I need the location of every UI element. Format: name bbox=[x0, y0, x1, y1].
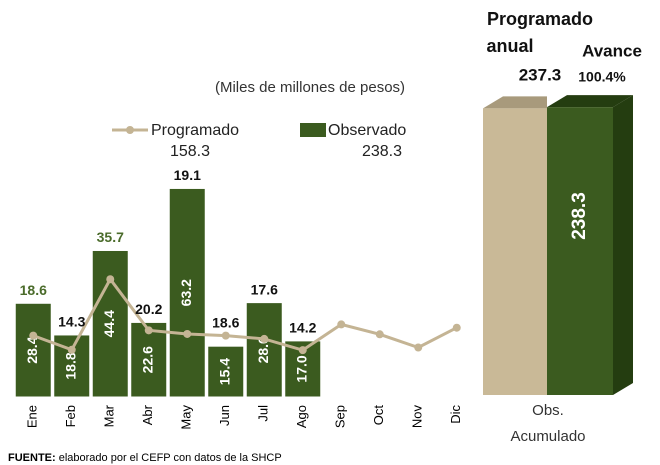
line-point bbox=[144, 326, 153, 335]
annotation-label: Avance bbox=[582, 41, 642, 60]
x-tick-label: Dic bbox=[448, 405, 463, 424]
legend-marker bbox=[126, 126, 134, 134]
line-point bbox=[260, 334, 269, 343]
bar bbox=[547, 107, 613, 395]
annotation-value: 100.4% bbox=[578, 69, 626, 85]
x-tick-label: Oct bbox=[371, 405, 386, 426]
bar-value-label: 15.4 bbox=[216, 358, 232, 385]
bar bbox=[91, 249, 129, 398]
x-tick-label-line: Acumulado bbox=[510, 428, 585, 445]
bar-top bbox=[547, 95, 633, 108]
legend-label: Programado bbox=[151, 122, 239, 139]
x-tick-label: Ago bbox=[294, 405, 309, 428]
line-value-label: 35.7 bbox=[97, 229, 124, 245]
bar-value-label: 63.2 bbox=[178, 279, 194, 306]
x-tick-label: Abr bbox=[140, 404, 155, 425]
line-value-label: 14.2 bbox=[289, 320, 316, 336]
line-point bbox=[298, 346, 307, 355]
legend-total: 238.3 bbox=[362, 143, 402, 160]
line-point bbox=[337, 320, 346, 329]
x-tick-label: Mar bbox=[102, 404, 117, 427]
bar bbox=[245, 302, 283, 398]
x-tick-label: Feb bbox=[63, 405, 78, 427]
x-tick-label: May bbox=[179, 405, 194, 430]
series-name: Programado anual bbox=[486, 9, 593, 56]
line-point bbox=[106, 275, 115, 284]
line-point bbox=[375, 330, 384, 339]
legend-total: 158.3 bbox=[170, 143, 210, 160]
bar-value-label: 28.4 bbox=[24, 336, 40, 363]
bar-value-label: 238.3 bbox=[569, 192, 590, 240]
line-value-label: 18.6 bbox=[212, 314, 239, 330]
bar-value-label: 17.0 bbox=[293, 355, 309, 382]
series-name-line: Programado bbox=[487, 9, 593, 29]
line bbox=[32, 276, 458, 352]
x-tick-label: Ene bbox=[25, 405, 40, 428]
line-value-label: 14.3 bbox=[58, 314, 85, 330]
source-label: FUENTE: bbox=[8, 452, 56, 464]
line-point bbox=[29, 331, 38, 340]
line-point bbox=[183, 329, 192, 338]
line-value-label: 20.2 bbox=[135, 301, 162, 317]
legend-label: Observado bbox=[328, 122, 406, 139]
bar bbox=[14, 302, 52, 398]
bar-value-label: 22.6 bbox=[139, 346, 155, 373]
bar-value-label: 28.6 bbox=[255, 336, 271, 363]
bar bbox=[130, 321, 168, 398]
bar-side bbox=[613, 95, 633, 395]
line-point bbox=[452, 323, 461, 332]
line-point bbox=[414, 343, 423, 352]
line-value-label: 18.6 bbox=[20, 282, 47, 298]
subtitle: (Miles de millones de pesos) bbox=[215, 79, 405, 96]
line-value-label: 19.1 bbox=[174, 167, 201, 183]
x-tick-label: Jul bbox=[256, 405, 271, 422]
line-value-label: 17.6 bbox=[251, 281, 278, 297]
legend-swatch bbox=[300, 123, 326, 137]
series-value-label: 237.3 bbox=[519, 65, 562, 84]
x-tick-label: Jun bbox=[217, 405, 232, 426]
series-name-line: anual bbox=[486, 36, 533, 56]
bar bbox=[483, 108, 547, 395]
x-tick-label: Nov bbox=[410, 405, 425, 429]
bar-top bbox=[483, 96, 547, 109]
line-point bbox=[67, 345, 76, 354]
line-point bbox=[221, 331, 230, 340]
bar-value-label: 18.8 bbox=[62, 352, 78, 379]
bar bbox=[168, 187, 206, 398]
x-tick-label: Sep bbox=[333, 405, 348, 428]
bar bbox=[207, 345, 245, 398]
source-text: elaborado por el CEFP con datos de la SH… bbox=[59, 452, 282, 464]
source: FUENTE: elaborado por el CEFP con datos … bbox=[8, 452, 282, 464]
bar-value-label: 44.4 bbox=[101, 310, 117, 337]
x-tick-label: Obs. Acumulado bbox=[510, 402, 585, 445]
x-tick-label-line: Obs. bbox=[532, 402, 564, 419]
